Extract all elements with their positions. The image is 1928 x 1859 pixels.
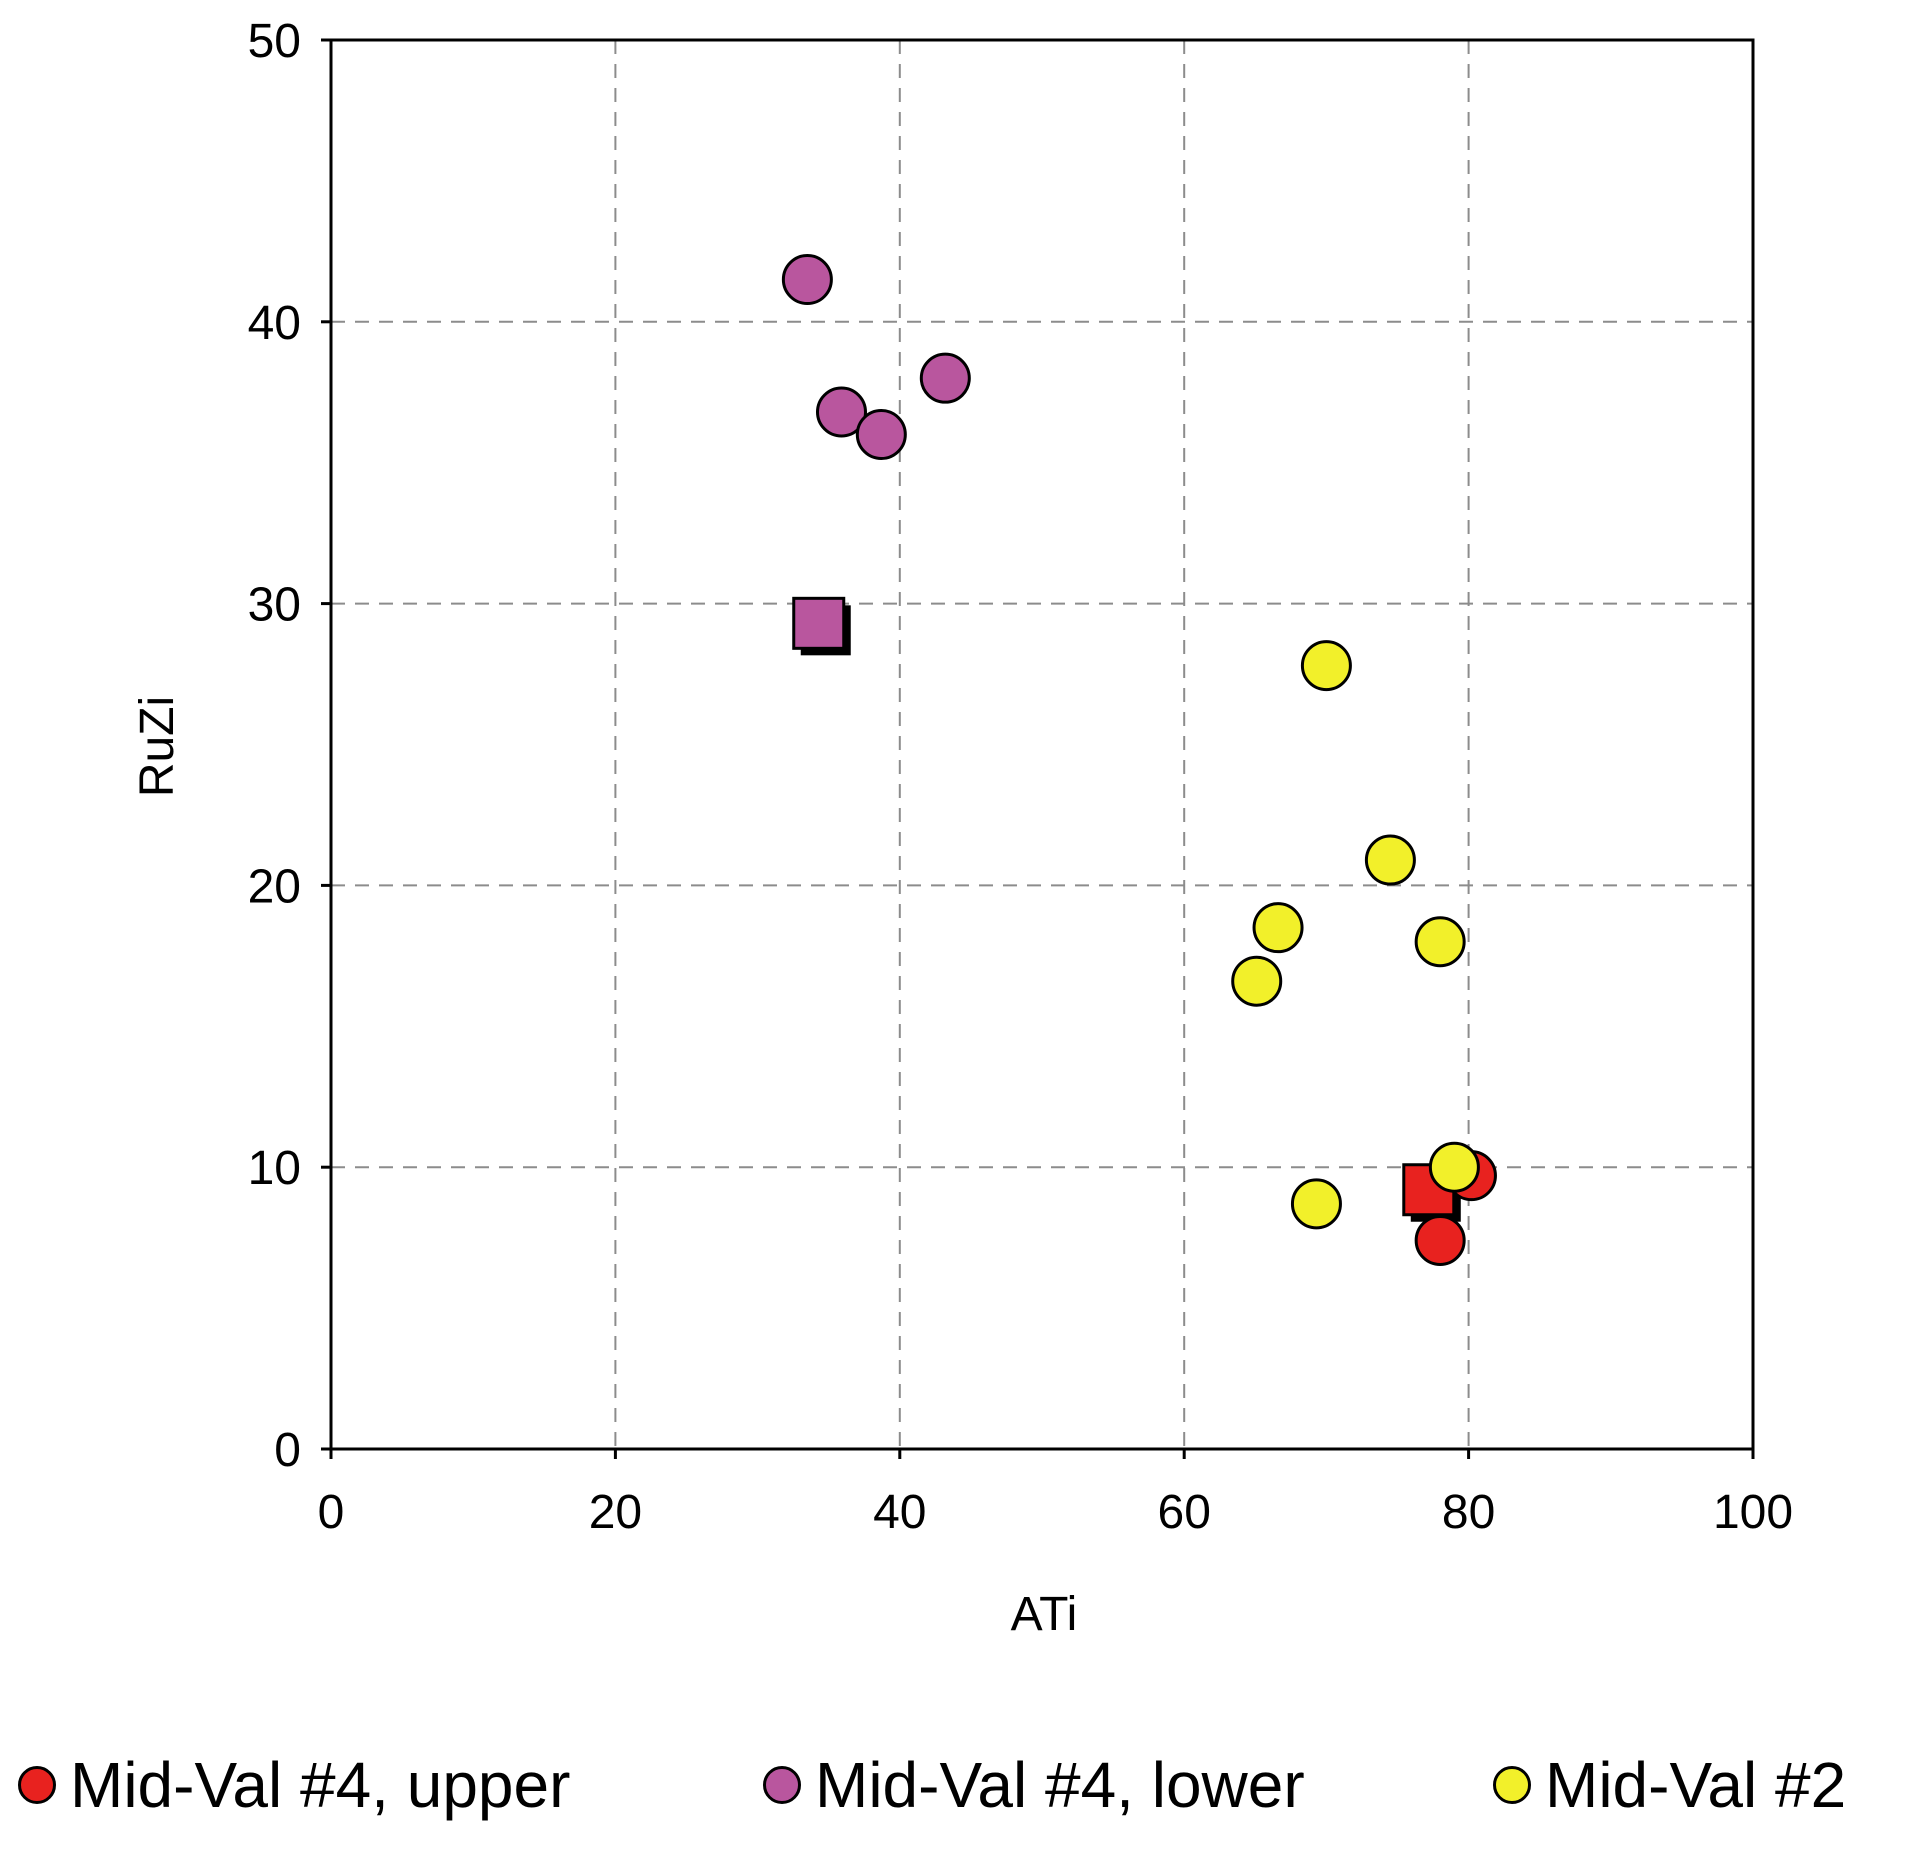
point-midval2-3 — [1414, 916, 1466, 968]
y-tick-label-30: 30 — [248, 579, 301, 632]
x-tick-label-40: 40 — [873, 1486, 926, 1539]
y-tick-label-50: 50 — [248, 15, 301, 68]
point-midval2-2 — [1252, 902, 1304, 954]
point-midval2-6 — [1290, 1178, 1342, 1230]
x-axis-title: ATi — [1011, 1588, 1078, 1641]
legend-label-upper: Mid-Val #4, upper — [70, 1749, 571, 1821]
x-tick-label-20: 20 — [589, 1486, 642, 1539]
mean-square-lower — [792, 596, 846, 650]
x-tick-label-80: 80 — [1442, 1486, 1495, 1539]
point-lower-2 — [855, 409, 907, 461]
data-points — [781, 254, 1497, 1266]
legend-item-upper: Mid-Val #4, upper — [18, 1748, 570, 1822]
point-midval2-0 — [1300, 640, 1352, 692]
point-midval2-4 — [1231, 955, 1283, 1007]
y-tick-label-20: 20 — [248, 860, 301, 913]
y-axis-title: RuZi — [131, 696, 184, 797]
point-midval2-1 — [1364, 834, 1416, 886]
legend: Mid-Val #4, upper Mid-Val #4, lower Mid-… — [0, 1745, 1928, 1825]
y-tick-label-0: 0 — [274, 1424, 301, 1477]
x-tick-label-60: 60 — [1158, 1486, 1211, 1539]
y-tick-label-10: 10 — [248, 1142, 301, 1195]
legend-item-lower: Mid-Val #4, lower — [763, 1748, 1305, 1822]
point-upper-1 — [1414, 1214, 1466, 1266]
x-tick-label-0: 0 — [318, 1486, 345, 1539]
x-tick-label-100: 100 — [1713, 1486, 1793, 1539]
point-lower-3 — [919, 352, 971, 404]
legend-label-lower: Mid-Val #4, lower — [815, 1749, 1305, 1821]
legend-marker-midval2 — [1493, 1766, 1531, 1804]
axis-ticks: 0 20 40 60 80 100 0 10 20 30 40 50 — [248, 15, 1793, 1539]
y-tick-label-40: 40 — [248, 297, 301, 350]
legend-label-midval2: Mid-Val #2 — [1545, 1749, 1847, 1821]
point-lower-0 — [781, 254, 833, 306]
point-lower-1 — [815, 386, 867, 438]
scatter-chart: 0 20 40 60 80 100 0 10 20 30 40 50 ATi RuZi — [131, 15, 1793, 1641]
legend-marker-lower — [763, 1766, 801, 1804]
legend-item-midval2: Mid-Val #2 — [1493, 1748, 1846, 1822]
grid-lines — [331, 40, 1753, 1449]
plot-frame — [329, 38, 1755, 1451]
point-midval2-5 — [1428, 1141, 1480, 1193]
legend-marker-upper — [18, 1766, 56, 1804]
